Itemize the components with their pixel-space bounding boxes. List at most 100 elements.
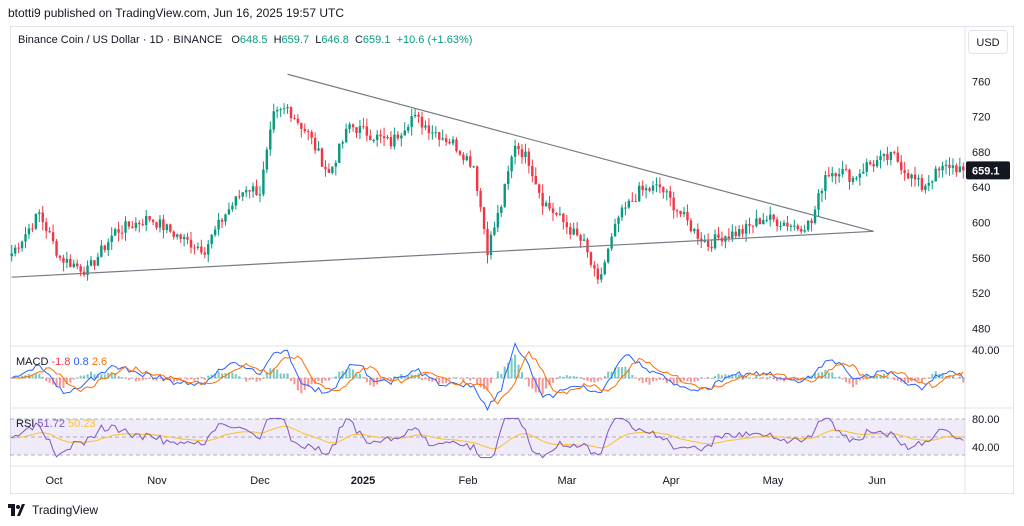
macd-histogram-bar [838, 376, 841, 379]
macd-histogram-bar [41, 376, 44, 379]
candle-body [789, 225, 793, 227]
publish-info: btotti9 published on TradingView.com, Ju… [8, 6, 344, 20]
candle-body [186, 236, 189, 240]
macd-histogram-bar [389, 378, 392, 381]
macd-histogram-bar [586, 378, 589, 381]
macd-histogram-bar [510, 358, 513, 379]
macd-histogram-bar [124, 378, 127, 379]
macd-histogram-bar [169, 378, 172, 381]
macd-histogram-bar [889, 378, 892, 379]
candle-body [58, 255, 62, 258]
candle-body [882, 154, 886, 156]
candle-body [372, 139, 375, 141]
macd-histogram-bar [296, 378, 299, 391]
macd-histogram-bar [610, 371, 613, 379]
candle-body [193, 247, 196, 249]
candle-body [210, 234, 213, 245]
candle-body [651, 185, 655, 191]
macd-histogram-bar [262, 378, 265, 379]
candle-body [79, 266, 82, 272]
macd-histogram-bar [255, 378, 258, 382]
candle-body [27, 228, 31, 235]
candle-body [451, 139, 455, 144]
macd-histogram-bar [931, 373, 934, 379]
candle-body [868, 162, 872, 165]
candle-body [703, 240, 706, 242]
macd-histogram-bar [196, 378, 199, 380]
candle-body [534, 175, 537, 185]
macd-histogram-bar [958, 376, 961, 379]
macd-histogram-bar [145, 378, 148, 380]
candle-body [234, 196, 238, 206]
candle-body [920, 178, 924, 190]
candle-body [462, 154, 465, 161]
candle-body [13, 247, 17, 254]
candle-body [393, 134, 396, 147]
macd-histogram-bar [817, 372, 820, 379]
macd-histogram-bar [324, 378, 327, 382]
macd-histogram-bar [886, 376, 889, 379]
candle-body [627, 200, 631, 208]
candle-body [127, 221, 131, 227]
macd-histogram-bar [500, 373, 503, 379]
macd-histogram-bar [696, 378, 699, 381]
candle-body [213, 229, 217, 235]
candle-body [634, 201, 637, 203]
macd-histogram-bar [565, 375, 568, 379]
candle-body [379, 134, 382, 137]
macd-histogram-bar [793, 378, 796, 381]
candle-body [134, 222, 138, 228]
candle-body [196, 246, 200, 248]
macd-histogram-bar [148, 378, 151, 379]
price-tick-label: 760 [972, 76, 990, 88]
candle-body [382, 136, 386, 139]
currency-button[interactable]: USD [968, 30, 1008, 54]
macd-histogram-bar [245, 378, 248, 382]
candle-body [834, 173, 837, 177]
candle-body [765, 219, 768, 221]
candle-body [593, 264, 596, 269]
trendline [287, 73, 874, 232]
candle-body [693, 229, 696, 232]
candle-body [282, 108, 286, 110]
candle-body [851, 177, 855, 182]
macd-histogram-bar [641, 378, 644, 384]
macd-histogram-bar [555, 378, 558, 380]
macd-histogram-bar [517, 364, 520, 379]
macd-histogram-bar [524, 378, 527, 380]
macd-histogram-bar [69, 378, 72, 383]
macd-histogram-bar [465, 377, 468, 379]
candle-body [86, 265, 89, 275]
macd-histogram-bar [693, 378, 696, 382]
time-tick-label: Apr [662, 475, 679, 487]
macd-histogram-bar [369, 378, 372, 386]
macd-histogram-bar [614, 367, 617, 379]
macd-histogram-bar [65, 378, 68, 385]
time-tick-label: Jun [868, 475, 886, 487]
candle-body [410, 116, 413, 127]
candle-body [893, 151, 896, 153]
candle-body [417, 114, 420, 117]
macd-histogram-bar [424, 378, 427, 380]
candle-body [886, 154, 889, 160]
candle-body [517, 145, 520, 150]
macd-histogram-bar [579, 377, 582, 379]
candle-body [169, 224, 172, 232]
candle-body [931, 181, 934, 183]
candle-body [251, 186, 255, 192]
time-tick-label: Oct [45, 475, 62, 487]
candle-body [644, 188, 648, 191]
candle-body [31, 228, 34, 230]
macd-histogram-bar [807, 375, 810, 379]
candle-body [837, 174, 841, 177]
candle-body [569, 227, 572, 235]
candle-body [331, 166, 334, 173]
candle-body [307, 131, 310, 133]
macd-histogram-bar [121, 377, 124, 379]
candle-body [438, 132, 441, 140]
candle-body [506, 171, 510, 185]
macd-histogram-bar [186, 378, 189, 380]
macd-histogram-bar [431, 378, 434, 382]
macd-histogram-bar [558, 376, 561, 379]
